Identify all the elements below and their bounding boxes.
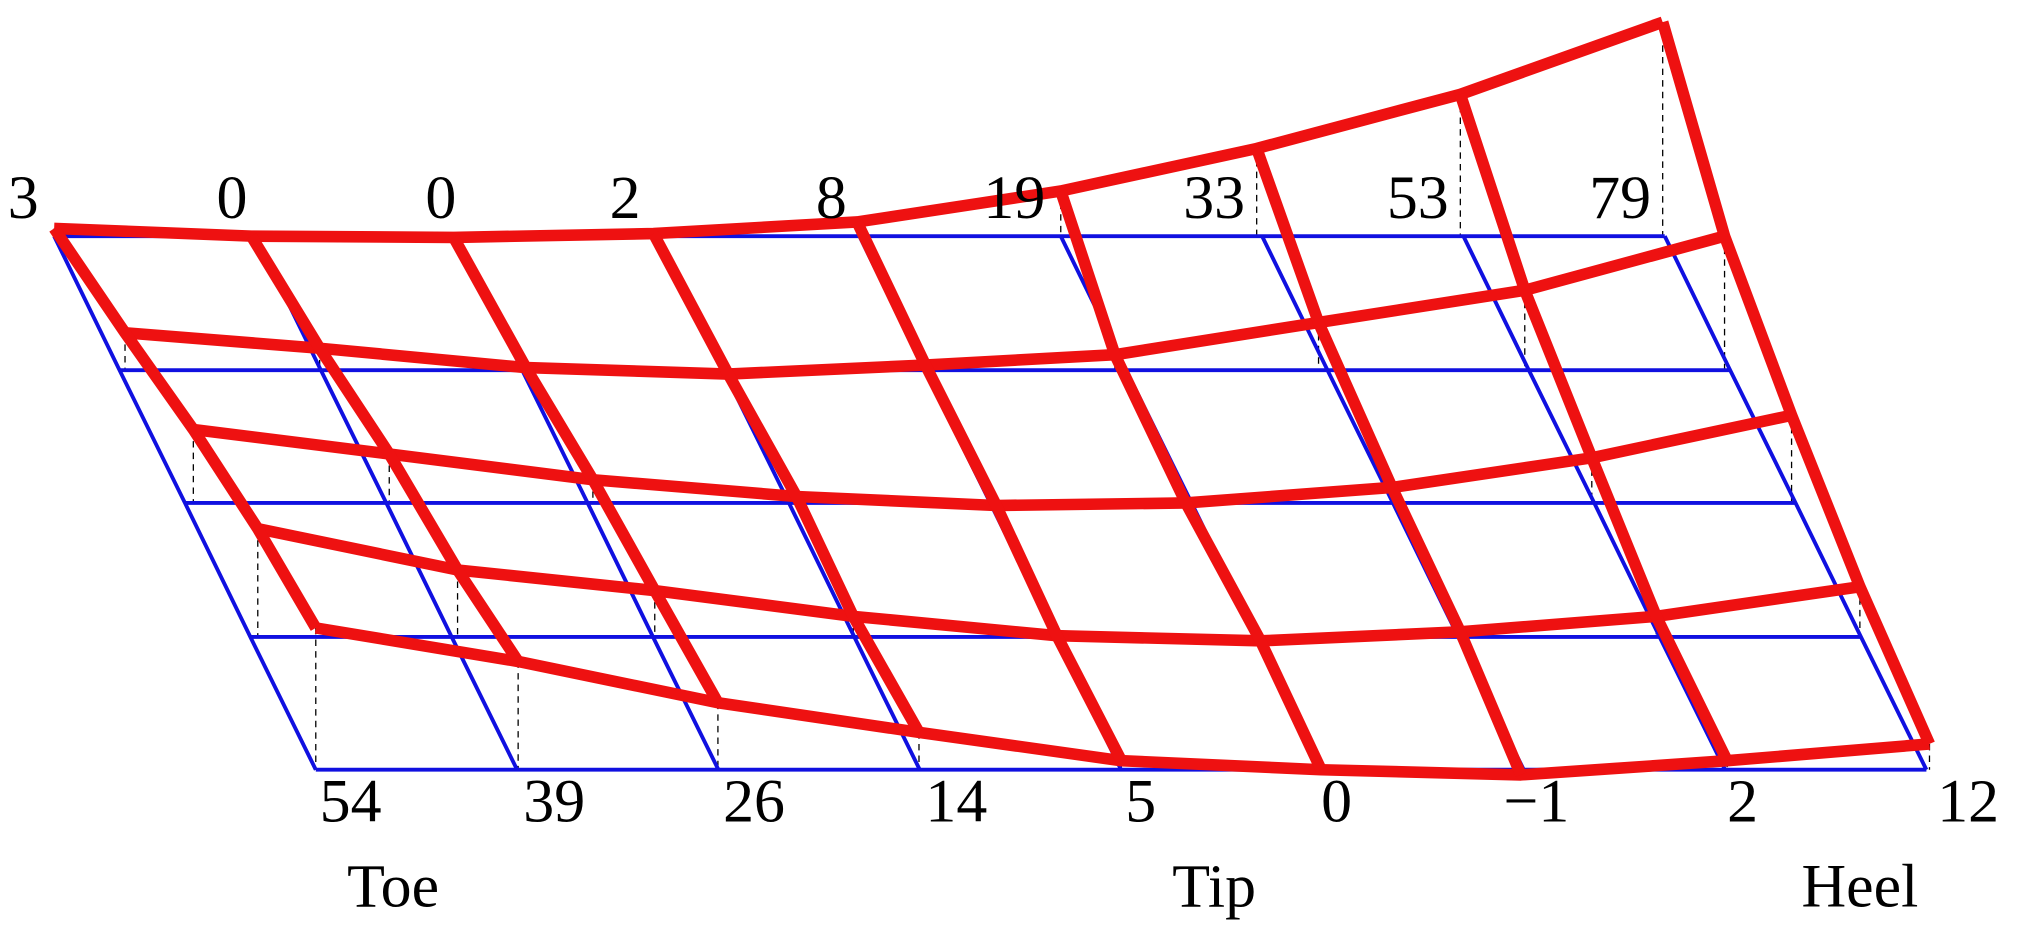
top-label: 79	[1589, 164, 1651, 232]
bottom-label: 39	[523, 767, 585, 835]
deformed-column	[851, 219, 1127, 764]
deformed-column	[648, 230, 925, 736]
deformed-column	[49, 225, 321, 631]
bottom-label: 0	[1321, 767, 1352, 835]
deformed-column	[1657, 20, 1935, 747]
bottom-label: 5	[1125, 767, 1156, 835]
reference-column	[1663, 235, 1929, 771]
deformed-column	[1055, 189, 1327, 773]
region-label: Toe	[347, 852, 439, 920]
region-label: Heel	[1801, 852, 1918, 920]
deformed-column	[246, 233, 523, 665]
top-label: 19	[983, 164, 1045, 232]
deformed-column	[448, 234, 723, 706]
deformed-row	[314, 622, 1930, 781]
bottom-label: −1	[1503, 767, 1569, 835]
deformed-column	[1454, 92, 1733, 764]
top-label: 33	[1183, 164, 1245, 232]
region-label: Tip	[1172, 852, 1256, 920]
bottom-label: 54	[320, 767, 382, 835]
bottom-label: 14	[925, 767, 987, 835]
reference-column	[52, 235, 318, 771]
top-label: 8	[816, 164, 847, 232]
top-label: 0	[425, 164, 456, 232]
labels: 3 0 0 2 8 19 33 53 79 54 39 26 14 5 0 −1 2 12 Toe Tip Heel	[8, 164, 1999, 920]
reference-column	[1461, 235, 1727, 771]
deformed-grid	[49, 16, 1935, 781]
top-label: 2	[610, 164, 641, 232]
top-label: 0	[217, 164, 248, 232]
bottom-label: 26	[723, 767, 785, 835]
bottom-label: 12	[1937, 767, 1999, 835]
bottom-label: 2	[1727, 767, 1758, 835]
top-label: 3	[8, 164, 39, 232]
top-label: 53	[1387, 164, 1449, 232]
deformed-column	[1251, 146, 1527, 778]
